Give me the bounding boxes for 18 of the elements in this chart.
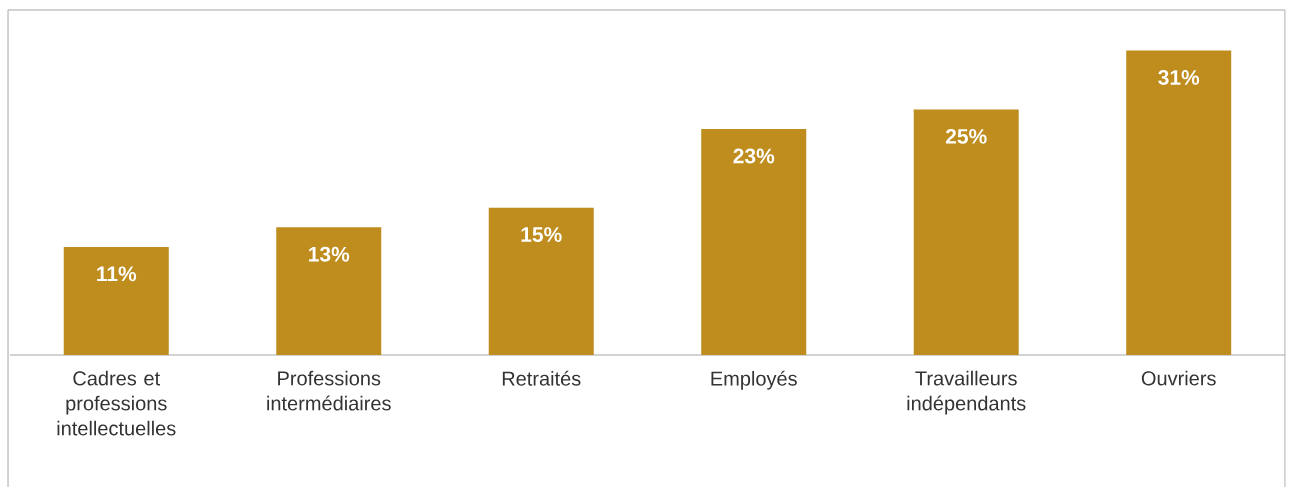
x-tick-label: Cadres et professions intellectuelles — [57, 370, 176, 436]
x-tick-label: Retraités — [502, 370, 581, 386]
data-label: 15% — [521, 227, 562, 242]
x-tick-label: Professions intermédiaires — [267, 370, 391, 411]
data-label: 13% — [309, 246, 350, 262]
bar — [63, 246, 169, 355]
bar — [701, 129, 807, 355]
x-tick-label: Ouvriers — [1141, 370, 1216, 386]
x-tick-label: Employés — [711, 370, 797, 390]
data-label: 31% — [1158, 69, 1200, 85]
bar — [1126, 50, 1232, 355]
bar — [488, 207, 594, 355]
bar — [276, 227, 382, 355]
data-label: 23% — [733, 148, 775, 164]
bar — [913, 109, 1019, 355]
data-label: 25% — [945, 128, 987, 144]
data-label: 11% — [97, 266, 137, 282]
x-tick-label: Travailleurs indépendants — [907, 370, 1026, 415]
